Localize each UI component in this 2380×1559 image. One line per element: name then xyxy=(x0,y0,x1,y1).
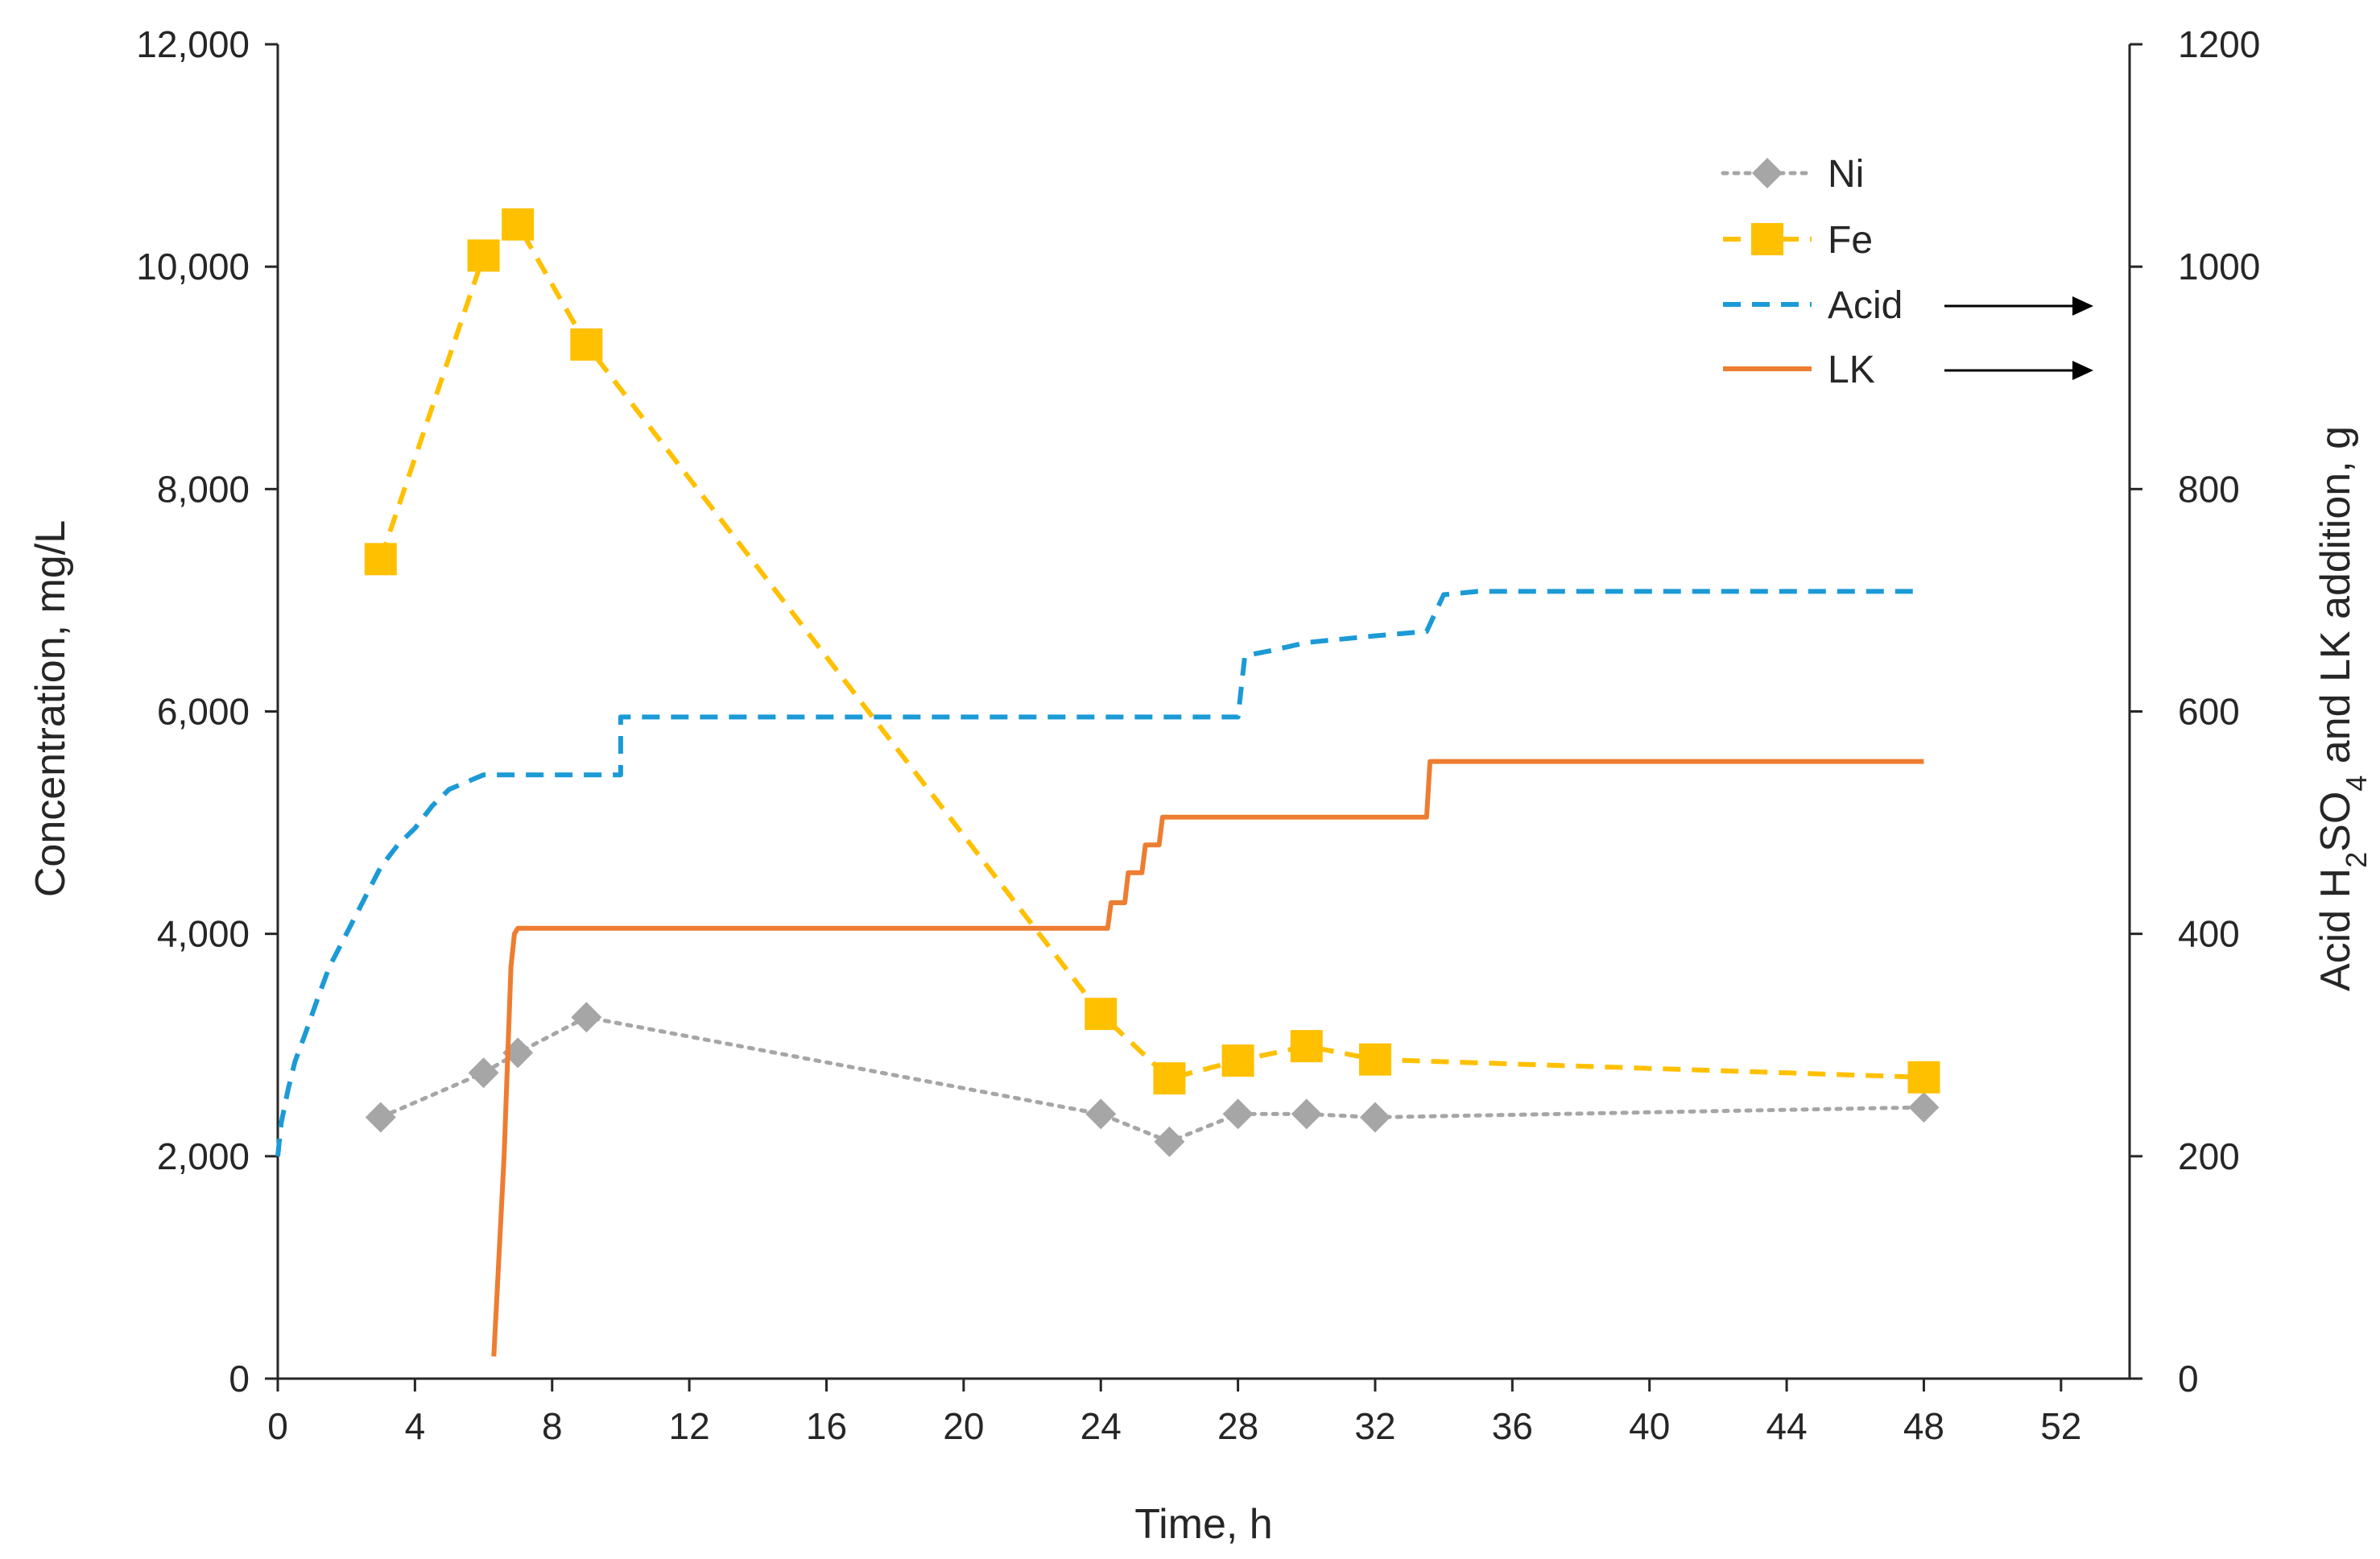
y-tick-label: 10,000 xyxy=(136,246,250,287)
x-tick-label: 24 xyxy=(1081,1405,1122,1447)
x-tick-label: 4 xyxy=(405,1405,426,1447)
series-line-acid xyxy=(275,589,1924,1157)
legend-label: Ni xyxy=(1828,153,1864,196)
fe-marker xyxy=(467,239,500,272)
y2-axis-title-part: Acid H xyxy=(2312,868,2359,991)
y2-tick-label: 1200 xyxy=(2178,23,2260,65)
y2-tick-label: 1000 xyxy=(2178,246,2260,287)
legend-item-lk: LK xyxy=(1723,349,2093,391)
ni-marker xyxy=(1154,1126,1185,1157)
x-tick-label: 44 xyxy=(1766,1405,1807,1447)
x-tick-label: 16 xyxy=(806,1405,847,1447)
x-tick-label: 20 xyxy=(943,1405,984,1447)
y-tick-label: 4,000 xyxy=(157,913,250,955)
y-tick-label: 6,000 xyxy=(157,691,250,733)
y2-tick-label: 200 xyxy=(2178,1135,2240,1177)
y-tick-label: 12,000 xyxy=(136,23,250,65)
y-tick-label: 0 xyxy=(229,1358,250,1400)
legend-item-fe: Fe xyxy=(1723,219,1873,262)
series-line-ni xyxy=(378,1015,1926,1144)
y2-tick-label: 0 xyxy=(2178,1358,2199,1400)
fe-marker xyxy=(570,328,603,361)
y2-axis-title-part: 2 xyxy=(2340,852,2373,868)
x-tick-label: 8 xyxy=(542,1405,563,1447)
y-tick-label: 2,000 xyxy=(157,1135,250,1177)
x-tick-label: 12 xyxy=(669,1405,710,1447)
x-tick-label: 48 xyxy=(1903,1405,1944,1447)
legend-label: Fe xyxy=(1828,219,1873,262)
legend-label: Acid xyxy=(1828,284,1903,327)
legend: Ni Fe Acid LK xyxy=(1721,153,2093,391)
y-tick-label: 8,000 xyxy=(157,468,250,510)
series-line-lk xyxy=(491,759,1924,1357)
ni-marker xyxy=(1222,1098,1254,1130)
axis-ticks: 0 4 8 12 16 20 24 28 32 36 40 44 48 5202,0004,0006,00… xyxy=(136,23,2260,1447)
right-arrow-head-icon xyxy=(2072,361,2093,380)
ni-marker xyxy=(1908,1092,1940,1123)
plot-area xyxy=(275,208,1940,1357)
x-tick-label: 0 xyxy=(267,1405,288,1447)
ni-marker xyxy=(1359,1102,1390,1133)
right-arrow-head-icon xyxy=(2072,296,2093,316)
y2-axis-title-part: SO xyxy=(2312,792,2359,852)
ni-marker xyxy=(365,1102,396,1133)
ni-marker xyxy=(571,1002,602,1033)
y2-axis-title: Acid H2SO4 and LK addition, g xyxy=(2312,426,2373,991)
y2-tick-label: 400 xyxy=(2178,913,2240,955)
x-tick-label: 32 xyxy=(1354,1405,1395,1447)
x-axis-title: Time, h xyxy=(1134,1501,1272,1548)
y2-axis-title-part: 4 xyxy=(2340,775,2373,792)
fe-marker xyxy=(502,208,535,241)
fe-marker xyxy=(1358,1043,1391,1076)
fe-marker xyxy=(364,543,397,576)
fe-marker xyxy=(1221,1044,1254,1077)
fe-marker xyxy=(1751,223,1783,255)
series-acid xyxy=(275,589,1924,1157)
x-tick-label: 40 xyxy=(1629,1405,1670,1447)
fe-marker xyxy=(1907,1061,1940,1094)
series-fe xyxy=(364,208,1940,1095)
y-axis-title: Concentration, mg/L xyxy=(27,520,74,897)
ni-marker xyxy=(1752,158,1783,188)
x-tick-label: 28 xyxy=(1217,1405,1258,1447)
legend-item-acid: Acid xyxy=(1723,284,2093,327)
series-ni xyxy=(365,1002,1940,1157)
series-lk xyxy=(491,759,1924,1357)
legend-item-ni: Ni xyxy=(1721,153,1864,196)
ni-marker xyxy=(468,1057,499,1089)
x-tick-label: 52 xyxy=(2040,1405,2081,1447)
legend-label: LK xyxy=(1828,349,1875,391)
y2-axis-title-part: and LK addition, g xyxy=(2312,426,2359,775)
fe-marker xyxy=(1290,1030,1323,1063)
x-tick-label: 36 xyxy=(1492,1405,1533,1447)
fe-marker xyxy=(1085,998,1118,1031)
series-line-fe xyxy=(378,221,1924,1081)
ni-marker xyxy=(1085,1098,1117,1130)
fe-marker xyxy=(1153,1062,1186,1095)
y2-tick-label: 800 xyxy=(2178,468,2240,510)
ni-marker xyxy=(1291,1098,1322,1130)
y2-tick-label: 600 xyxy=(2178,691,2240,733)
